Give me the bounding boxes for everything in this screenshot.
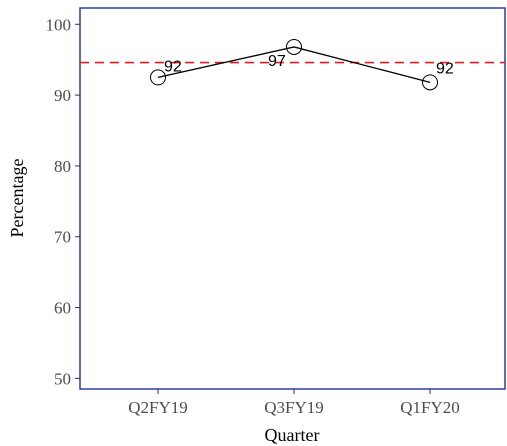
data-label: 97: [268, 53, 286, 70]
y-tick-label: 70: [54, 228, 71, 247]
data-point: [150, 69, 166, 86]
data-point: [286, 38, 302, 55]
data-point: [422, 74, 438, 91]
y-tick-label: 80: [54, 157, 71, 176]
x-tick-label: Q3FY19: [264, 398, 324, 417]
series-layer: 92 97 92: [150, 38, 454, 91]
y-tick-label: 90: [54, 86, 71, 105]
series-line: [157, 46, 431, 83]
x-tick-label: Q2FY19: [128, 398, 188, 417]
y-axis-title: Percentage: [7, 159, 27, 238]
x-axis-title: Quarter: [265, 425, 320, 445]
x-tick-label: Q1FY20: [400, 398, 460, 417]
x-axis: Q2FY19 Q3FY19 Q1FY20: [128, 389, 460, 417]
y-axis: 50 60 70 80 90 100: [46, 15, 80, 388]
data-label: 92: [436, 60, 454, 77]
plot-panel: [79, 7, 506, 390]
y-tick-label: 50: [54, 369, 71, 388]
y-tick-label: 60: [54, 299, 71, 318]
y-tick-label: 100: [46, 15, 72, 34]
data-label: 92: [164, 58, 182, 75]
